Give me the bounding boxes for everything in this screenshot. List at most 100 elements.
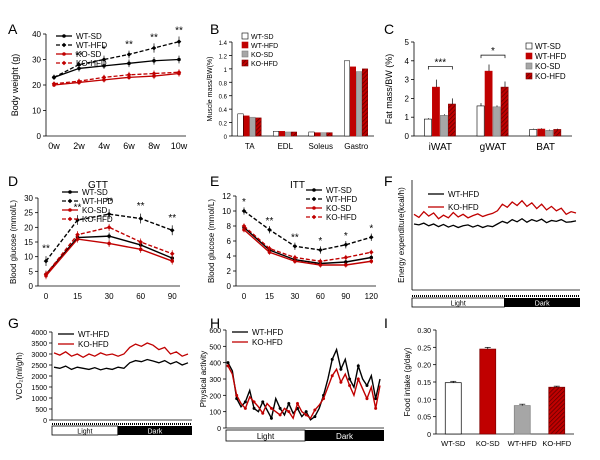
x-tick-label: 0 (242, 292, 247, 301)
legend-label: KO-SD (251, 52, 273, 59)
y-tick-label: 600 (209, 328, 221, 335)
x-tick-label: Gastro (344, 142, 369, 151)
data-point (312, 206, 316, 210)
y-axis-label: Body weight (g) (10, 54, 20, 117)
series-line (413, 217, 577, 229)
legend-swatch (525, 52, 533, 60)
data-point (313, 415, 317, 419)
y-tick-label: 25 (24, 209, 33, 218)
bar (553, 129, 562, 137)
data-point (51, 81, 57, 87)
y-tick-label: 1.2 (219, 54, 228, 60)
data-point (75, 237, 80, 241)
legend-swatch (525, 72, 533, 80)
data-point (374, 397, 378, 401)
dark-phase-bar (305, 430, 384, 441)
y-tick-label: 4 (405, 57, 410, 66)
significance-marker: * (242, 197, 246, 208)
y-tick-label: 500 (35, 407, 47, 414)
bar (279, 131, 285, 137)
series-line (53, 58, 180, 78)
bar (243, 115, 250, 137)
series-line (243, 210, 372, 251)
data-point (106, 225, 112, 230)
data-point (311, 196, 317, 202)
y-tick-label: 0.2 (219, 122, 228, 128)
bar (545, 130, 554, 137)
significance-marker: * (102, 45, 106, 56)
data-point (339, 380, 343, 384)
x-tick-label: KO-HFD (542, 439, 571, 448)
bar (255, 117, 262, 137)
dark-phase-label: Dark (535, 301, 550, 308)
x-tick-label: 4w (98, 141, 110, 151)
legend-label: WT-SD (535, 42, 561, 51)
y-tick-label: 30 (24, 194, 33, 203)
y-tick-label: 4000 (31, 330, 47, 337)
data-point (76, 78, 82, 84)
bar (320, 132, 327, 137)
legend-label: WT-HFD (535, 52, 566, 61)
y-tick-label: 1.4 (219, 41, 228, 47)
data-point (67, 198, 73, 204)
x-tick-label: Soleus (309, 142, 333, 151)
bar (476, 105, 485, 137)
legend-swatch (525, 62, 533, 70)
data-point (151, 45, 157, 51)
x-tick-label: BAT (536, 142, 555, 153)
series-line (53, 342, 189, 359)
data-point (68, 208, 72, 212)
significance-bracket (427, 66, 453, 70)
data-point (312, 188, 316, 192)
x-tick-label: 0w (48, 141, 60, 151)
data-point (343, 242, 349, 248)
y-tick-label: 0 (427, 432, 431, 439)
data-point (369, 259, 374, 264)
data-point (322, 397, 326, 401)
data-point (267, 250, 272, 255)
data-point (343, 255, 349, 260)
series-line (53, 71, 180, 85)
y-tick-label: 0.30 (417, 328, 431, 335)
panel-letter-i: I (384, 315, 388, 331)
data-point (138, 247, 143, 252)
data-point (107, 241, 111, 246)
x-tick-label: WT-SD (441, 439, 466, 448)
legend-label: WT-SD (326, 186, 352, 195)
light-phase-label: Light (451, 301, 466, 308)
y-tick-label: 30 (32, 56, 41, 65)
data-point (177, 57, 181, 62)
panel-letter-c: C (384, 21, 394, 37)
significance-marker: * (344, 231, 348, 242)
bar (448, 103, 456, 137)
y-axis-label: Food intake (g/day) (403, 347, 412, 416)
data-point (243, 400, 247, 404)
significance-marker: ** (175, 26, 183, 37)
data-point (101, 75, 107, 80)
itt-title: ITT (290, 180, 305, 191)
data-point (304, 410, 308, 414)
y-tick-label: 0.10 (417, 397, 431, 404)
legend-label: KO-SD (76, 50, 102, 59)
y-tick-label: 10 (24, 253, 33, 262)
x-tick-label: 15 (265, 292, 274, 301)
bar (444, 382, 462, 435)
data-point (356, 364, 360, 368)
legend-label: WT-HFD (76, 41, 107, 50)
x-tick-label: 30 (105, 292, 114, 301)
significance-marker: * (318, 236, 322, 247)
bar (424, 118, 432, 137)
data-point (51, 75, 57, 80)
y-tick-label: 15 (24, 238, 33, 247)
y-tick-label: 5 (29, 267, 34, 276)
legend-swatch (525, 42, 533, 50)
data-point (126, 72, 132, 78)
data-point (68, 190, 72, 194)
data-point (101, 57, 107, 62)
data-point (152, 58, 156, 63)
legend-label: WT-HFD (251, 43, 278, 50)
data-point (344, 263, 348, 267)
y-tick-label: 0.8 (219, 81, 228, 87)
bar (291, 131, 297, 137)
panel-d-gtt: 0 5 10 15 20 25 30 Blood glucose (mmol/L) 0 15 30 6… (9, 188, 180, 301)
